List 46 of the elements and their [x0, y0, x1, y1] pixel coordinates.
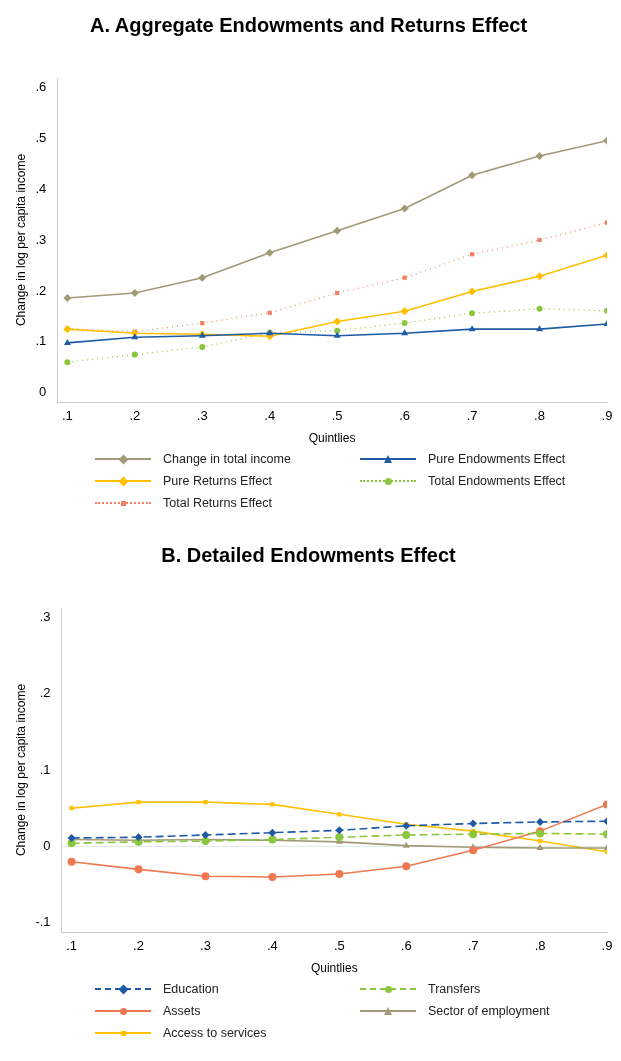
legend-label: Pure Endowments Effect: [428, 452, 566, 466]
x-tick-label: .1: [61, 408, 73, 424]
x-tick-label: .8: [534, 408, 545, 424]
x-tick-label: .7: [467, 938, 479, 954]
x-tick-label: .4: [264, 408, 276, 424]
x-tick-label: .6: [400, 938, 412, 954]
y-axis-title: Change in log per capita income: [13, 683, 28, 857]
x-tick-label: .8: [534, 938, 546, 954]
y-tick-label: .1: [35, 333, 47, 349]
x-tick-label: .5: [333, 938, 345, 954]
x-tick-label: .6: [399, 408, 411, 424]
x-tick-label: .9: [601, 408, 613, 424]
y-tick-label: .2: [35, 282, 47, 298]
x-tick-label: .3: [196, 408, 208, 424]
y-axis-title: Change in log per capita income: [13, 153, 28, 327]
x-axis-title: Quintlies: [308, 431, 356, 446]
legend-label: Total Returns Effect: [163, 496, 272, 510]
chart-title: A. Aggregate Endowments and Returns Effect: [89, 13, 528, 36]
y-tick-label: .2: [39, 685, 51, 701]
x-tick-label: .1: [66, 938, 78, 954]
legend-label: Pure Returns Effect: [163, 474, 272, 488]
y-tick-label: .3: [39, 608, 51, 624]
legend-label: Access to services: [163, 1026, 267, 1040]
legend-label: Change in total income: [163, 452, 291, 466]
legend-label: Total Endowments Effect: [428, 474, 566, 488]
x-tick-label: .7: [466, 408, 478, 424]
y-tick-label: .4: [35, 180, 47, 196]
x-tick-label: .2: [133, 938, 144, 954]
y-tick-label: .1: [39, 761, 51, 777]
y-tick-label: .3: [35, 231, 47, 247]
legend-label: Transfers: [428, 982, 481, 996]
y-tick-label: 0: [43, 837, 51, 853]
legend-label: Assets: [163, 1004, 201, 1018]
x-tick-label: .2: [129, 408, 141, 424]
chart-title: B. Detailed Endowments Effect: [161, 543, 457, 566]
y-tick-label: .5: [35, 129, 47, 145]
x-axis-title: Quintlies: [310, 961, 358, 976]
y-tick-label: 0: [39, 384, 47, 400]
x-tick-label: .5: [331, 408, 343, 424]
y-tick-label: .6: [35, 78, 47, 94]
x-tick-label: .9: [601, 938, 613, 954]
y-tick-label: -.1: [35, 914, 51, 930]
x-tick-label: .4: [266, 938, 278, 954]
legend-label: Education: [163, 982, 219, 996]
legend-label: Sector of employment: [428, 1004, 550, 1018]
x-tick-label: .3: [200, 938, 211, 954]
